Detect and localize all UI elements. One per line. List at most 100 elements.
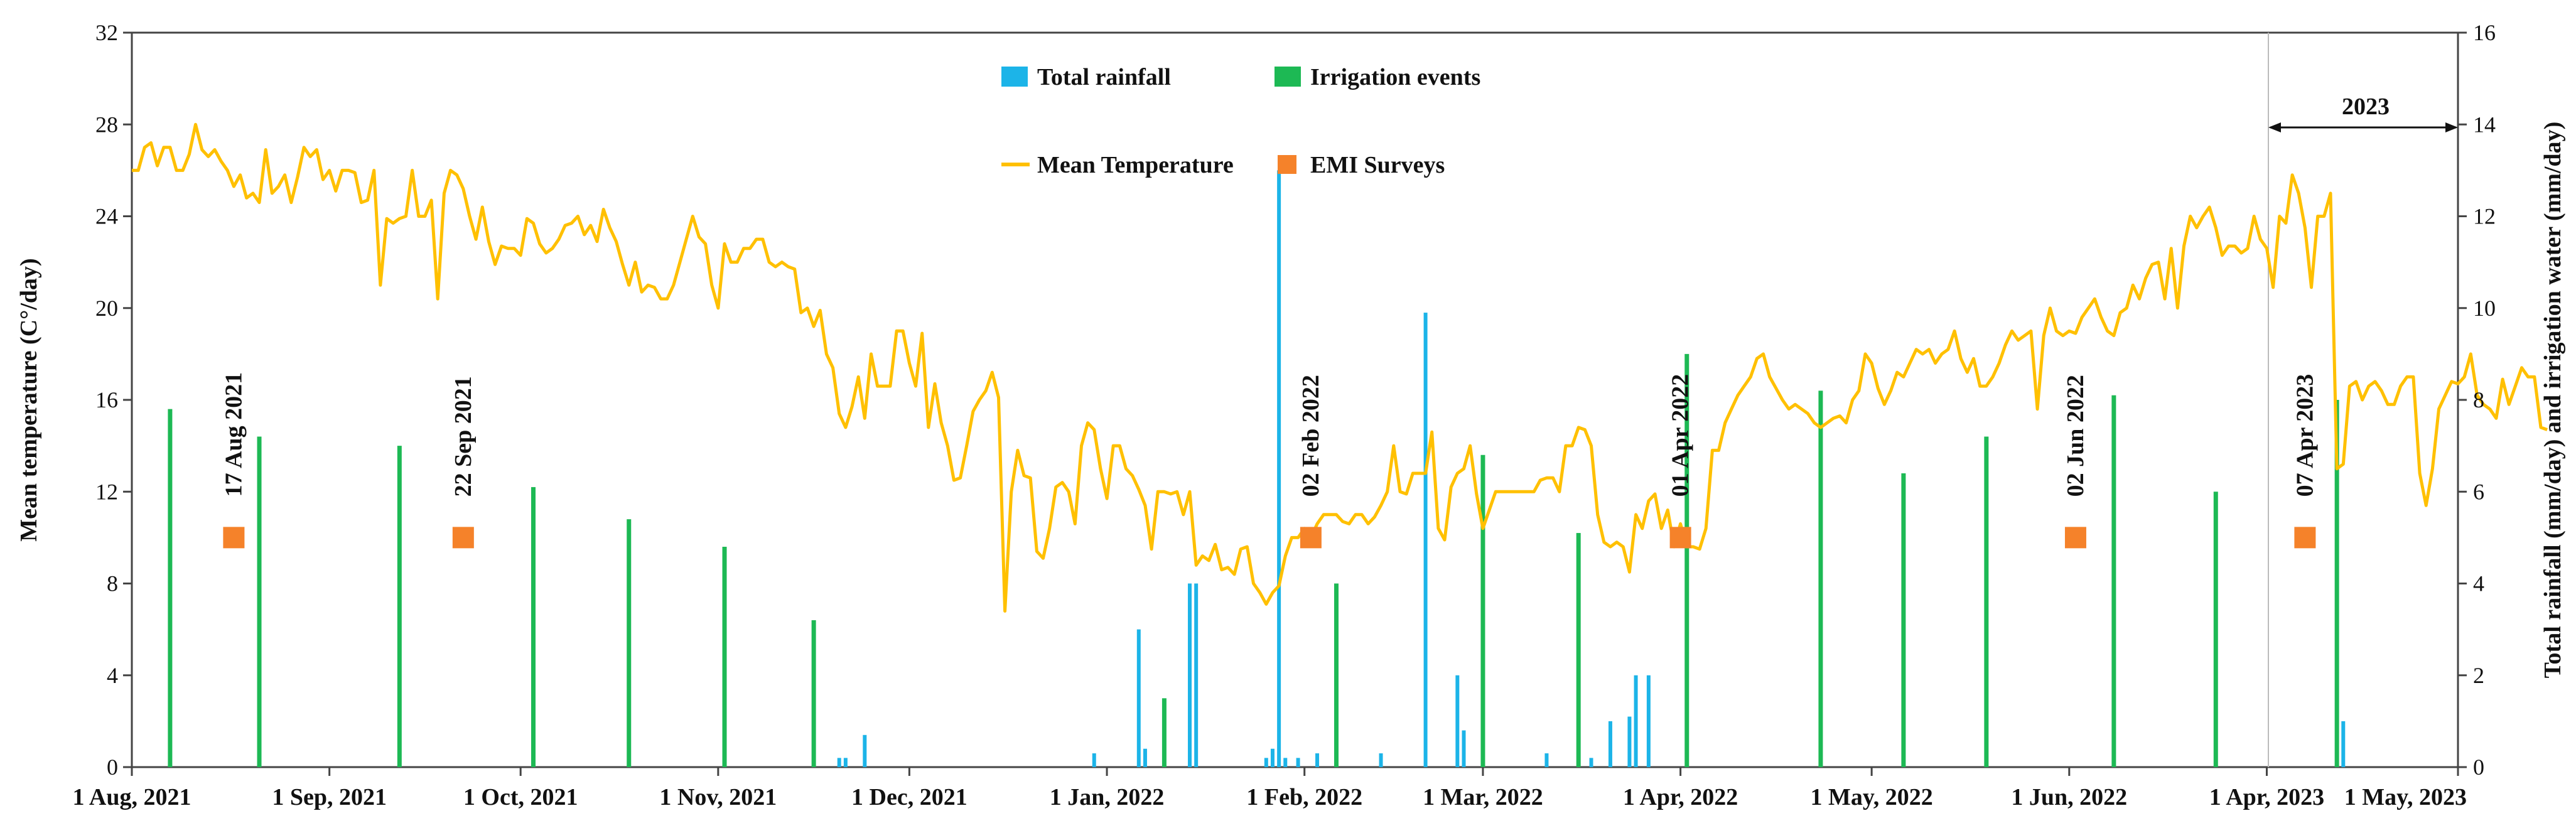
legend: Total rainfall Irrigation events Mean Te… <box>1001 64 1480 178</box>
irrigation-bar <box>1334 583 1339 767</box>
emi-survey-label: 02 Jun 2022 <box>2062 375 2089 497</box>
rainfall-bar <box>1143 748 1147 767</box>
irrigation-bar <box>1684 353 1689 767</box>
emi-survey-label: 07 Apr 2023 <box>2292 374 2318 497</box>
legend-label-irrigation: Irrigation events <box>1310 64 1480 90</box>
y-right-tick-label: 16 <box>2473 20 2496 45</box>
irrigation-bar <box>722 547 727 767</box>
y-right-tick-label: 8 <box>2473 387 2484 412</box>
rainfall-bar <box>1296 758 1300 767</box>
y-right-tick-label: 4 <box>2473 571 2484 596</box>
x-tick-label: 1 Jan, 2022 <box>1050 784 1165 810</box>
y-left-tick-label: 24 <box>95 204 118 229</box>
legend-swatch-rainfall <box>1001 67 1028 87</box>
legend-swatch-emi <box>1278 155 1296 174</box>
period-marker: 2023 <box>2268 33 2458 767</box>
legend-swatch-irrigation <box>1275 67 1301 87</box>
period-arrow-right-head <box>2445 122 2458 132</box>
period-label: 2023 <box>2342 94 2390 120</box>
x-tick-label: 1 Apr, 2023 <box>2209 784 2324 810</box>
x-tick-label: 1 Aug, 2021 <box>73 784 191 810</box>
rainfall-bar <box>1627 716 1632 767</box>
irrigation-bar <box>1480 454 1485 767</box>
irrigation-bar <box>257 436 262 767</box>
y-right-tick-label: 12 <box>2473 204 2496 229</box>
rainfall-bar <box>1423 313 1428 767</box>
plot-frame <box>131 31 2459 768</box>
x-tick-label: 1 Dec, 2021 <box>851 784 967 810</box>
rainfall-bar <box>2341 721 2346 767</box>
irrigation-bar <box>2111 395 2116 767</box>
rainfall-bar <box>1589 758 1593 767</box>
emi-survey-label: 02 Feb 2022 <box>1298 375 1324 497</box>
legend-label-temperature: Mean Temperature <box>1037 152 1234 178</box>
legend-label-rainfall: Total rainfall <box>1037 64 1171 90</box>
rainfall-bar <box>1277 170 1281 767</box>
y-right-tick-label: 0 <box>2473 755 2484 780</box>
y-left-tick-label: 28 <box>95 112 118 137</box>
rainfall-bar <box>1136 629 1141 767</box>
emi-survey-marker <box>1669 527 1691 549</box>
emi-survey-marker <box>223 527 245 549</box>
rainfall-bar <box>1264 758 1268 767</box>
rainfall-bar <box>1379 753 1383 767</box>
rainfall-bar <box>863 734 867 767</box>
y-right-tick-label: 6 <box>2473 479 2484 504</box>
rainfall-bar <box>1608 721 1612 767</box>
irrigation-bar <box>811 620 816 767</box>
emi-survey-label: 22 Sep 2021 <box>450 376 477 497</box>
y-left-axis-ticks: 0 4 8 12 16 20 24 28 32 <box>95 20 132 780</box>
x-tick-label: 1 Jun, 2022 <box>2011 784 2127 810</box>
y-left-tick-label: 20 <box>95 296 118 321</box>
emi-survey-marker <box>1300 527 1322 549</box>
x-tick-label: 1 May, 2022 <box>1810 784 1932 810</box>
irrigation-bar <box>1984 436 1989 767</box>
emi-survey-marker <box>2064 527 2086 549</box>
x-tick-label: 1 Nov, 2021 <box>659 784 777 810</box>
rainfall-bar <box>1544 753 1549 767</box>
rainfall-bar <box>1315 753 1320 767</box>
y-right-axis-ticks: 0 2 4 6 8 10 12 14 16 <box>2458 20 2496 780</box>
irrigation-bars <box>168 353 2339 767</box>
rainfall-bar <box>1455 675 1460 767</box>
y-left-tick-label: 4 <box>107 663 118 688</box>
irrigation-bar <box>1161 698 1167 767</box>
irrigation-bar <box>2334 400 2339 767</box>
rainfall-bar <box>1092 753 1096 767</box>
y-left-tick-label: 16 <box>95 387 118 412</box>
irrigation-bar <box>2213 492 2218 767</box>
emi-survey-label: 01 Apr 2022 <box>1668 374 1694 497</box>
x-tick-label: 1 May, 2023 <box>2344 784 2467 810</box>
x-axis-ticks: 1 Aug, 2021 1 Sep, 2021 1 Oct, 2021 1 Nov, … <box>73 767 2467 810</box>
rainfall-bar <box>843 758 848 767</box>
irrigation-bar <box>397 446 402 767</box>
rainfall-bar <box>1283 758 1288 767</box>
rainfall-bar <box>1194 583 1199 767</box>
irrigation-bar <box>627 519 632 767</box>
period-arrow-left-head <box>2268 122 2281 132</box>
irrigation-bar <box>168 409 173 767</box>
irrigation-bar <box>1576 533 1581 767</box>
temperature-series <box>132 122 2548 613</box>
irrigation-bar <box>1901 473 1906 767</box>
rainfall-bar <box>1646 675 1651 767</box>
y-right-axis-label: Total rainfall (mm/day) and irrigation w… <box>2540 122 2566 679</box>
rainfall-bar <box>1270 748 1275 767</box>
rainfall-bar <box>1188 583 1192 767</box>
y-left-axis-label: Mean temperature (C°/day) <box>16 258 42 541</box>
y-left-tick-label: 32 <box>95 20 118 45</box>
temperature-line <box>132 122 2548 613</box>
x-tick-label: 1 Oct, 2021 <box>463 784 578 810</box>
emi-survey-marker <box>2294 527 2316 549</box>
x-tick-label: 1 Feb, 2022 <box>1246 784 1362 810</box>
legend-label-emi: EMI Surveys <box>1310 152 1445 178</box>
emi-survey-label: 17 Aug 2021 <box>220 372 247 497</box>
y-right-tick-label: 14 <box>2473 112 2496 137</box>
x-tick-label: 1 Sep, 2021 <box>272 784 387 810</box>
rainfall-bars <box>837 170 2346 767</box>
emi-survey-markers: 17 Aug 2021 22 Sep 2021 02 Feb 2022 01 Apr … <box>220 372 2318 549</box>
y-left-tick-label: 0 <box>107 755 118 780</box>
rainfall-bar <box>1634 675 1638 767</box>
rainfall-bar <box>837 758 841 767</box>
